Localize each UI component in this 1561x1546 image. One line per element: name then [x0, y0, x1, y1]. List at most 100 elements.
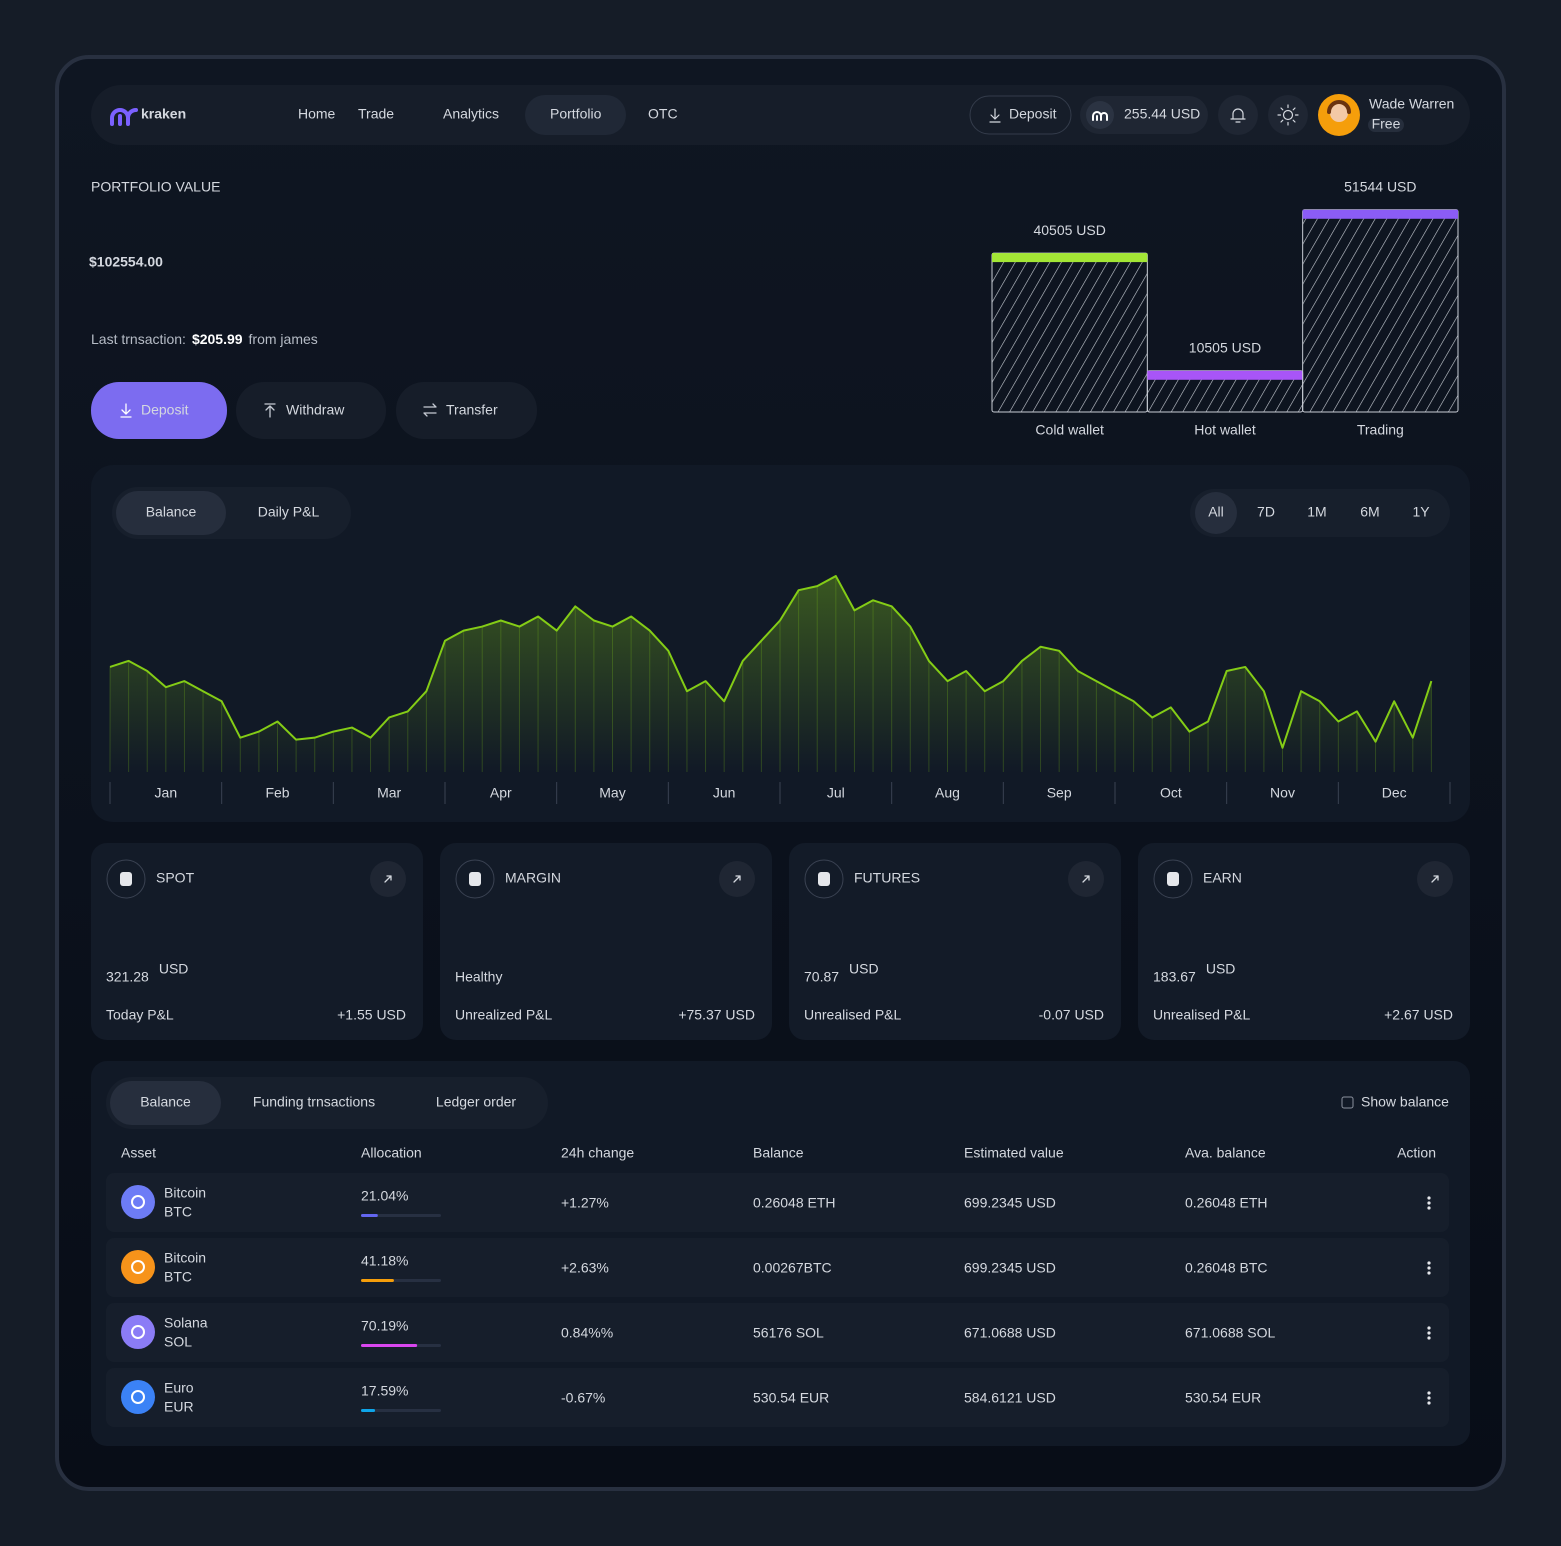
last-transaction-part: Last trnsaction:	[91, 331, 186, 347]
card	[1138, 843, 1470, 1040]
change: 0.84%%	[561, 1325, 613, 1341]
asset-icon-mark	[131, 1390, 145, 1404]
action-dot[interactable]	[1427, 1266, 1431, 1270]
sun-icon	[1282, 109, 1294, 121]
balance-pill[interactable]	[1080, 96, 1208, 134]
tab-active[interactable]	[116, 491, 226, 535]
range-option[interactable]: 6M	[1360, 504, 1379, 520]
nav-link[interactable]: Portfolio	[550, 106, 602, 122]
user-plan: Free	[1372, 116, 1401, 132]
action-dot[interactable]	[1427, 1271, 1431, 1275]
action-button[interactable]	[236, 382, 386, 439]
nav-link[interactable]: OTC	[648, 106, 678, 122]
last-transaction-part: $205.99	[192, 331, 243, 347]
checkbox[interactable]	[1341, 1096, 1354, 1109]
range-option[interactable]: 1M	[1307, 504, 1326, 520]
card-label: Today P&L	[106, 1007, 174, 1023]
action-button[interactable]	[396, 382, 537, 439]
estimated-value: 699.2345 USD	[964, 1195, 1056, 1211]
card-label: Unrealised P&L	[1153, 1007, 1250, 1023]
change: -0.67%	[561, 1390, 605, 1406]
logo: kraken	[141, 106, 186, 122]
range-group	[1190, 489, 1450, 537]
action-dot[interactable]	[1427, 1391, 1431, 1395]
card-label: Unrealized P&L	[455, 1007, 552, 1023]
card	[91, 843, 423, 1040]
nav-deposit: Deposit	[1009, 106, 1057, 122]
card-unit: USD	[159, 961, 189, 977]
card-change: +1.55 USD	[337, 1007, 406, 1023]
card	[789, 843, 1121, 1040]
chart-tab[interactable]: Daily P&L	[258, 504, 320, 520]
table-header: Action	[1397, 1145, 1436, 1161]
show-balance[interactable]: Show balance	[1361, 1094, 1449, 1110]
range-option[interactable]: 7D	[1257, 504, 1275, 520]
table-tab[interactable]: Ledger order	[436, 1094, 517, 1110]
range-option[interactable]: 1Y	[1412, 504, 1430, 520]
action-dot[interactable]	[1427, 1326, 1431, 1330]
nav-link[interactable]: Analytics	[443, 106, 499, 122]
nav-active[interactable]	[525, 95, 626, 135]
x-tick-label: Oct	[1160, 785, 1182, 801]
card	[440, 843, 772, 1040]
change: +2.63%	[561, 1260, 609, 1276]
chart-tab[interactable]: Balance	[146, 504, 197, 520]
action-dot[interactable]	[1427, 1331, 1431, 1335]
wallet-category: Hot wallet	[1194, 422, 1256, 438]
user-name: Wade Warren	[1369, 96, 1454, 112]
button-label[interactable]: Withdraw	[286, 402, 345, 418]
balance: 0.26048 ETH	[753, 1195, 836, 1211]
action-dot[interactable]	[1427, 1196, 1431, 1200]
asset-name: Solana	[164, 1315, 208, 1331]
asset-icon	[121, 1380, 155, 1414]
action-dot[interactable]	[1427, 1201, 1431, 1205]
asset-name: Bitcoin	[164, 1250, 206, 1266]
button-label[interactable]: Transfer	[446, 402, 498, 418]
button-icon	[264, 403, 276, 418]
last-transaction: Last trnsaction: $205.99 from james	[91, 331, 318, 347]
x-tick-label: Jun	[713, 785, 736, 801]
deposit-pill[interactable]	[969, 95, 1072, 135]
range-option[interactable]: All	[1208, 504, 1224, 520]
card-icon	[1167, 872, 1179, 886]
card-unit: USD	[1206, 961, 1236, 977]
balance-line	[109, 575, 1433, 749]
table-tab[interactable]: Funding trnsactions	[253, 1094, 375, 1110]
nav-balance: 255.44 USD	[1124, 106, 1200, 122]
bell-button[interactable]	[1218, 95, 1258, 135]
card-title: FUTURES	[854, 870, 920, 886]
estimated-value: 699.2345 USD	[964, 1260, 1056, 1276]
table-tab-active[interactable]	[110, 1081, 221, 1125]
balance: 530.54 EUR	[753, 1390, 829, 1406]
action-dot[interactable]	[1427, 1206, 1431, 1210]
card-link-icon	[733, 875, 741, 883]
available-balance: 0.26048 BTC	[1185, 1260, 1268, 1276]
asset-name: Bitcoin	[164, 1185, 206, 1201]
table-header: Estimated value	[964, 1145, 1064, 1161]
range-active[interactable]	[1195, 492, 1237, 534]
action-dot[interactable]	[1427, 1401, 1431, 1405]
nav-link[interactable]: Home	[298, 106, 336, 122]
card-icon-bg	[1153, 859, 1193, 899]
asset-icon-mark	[131, 1325, 145, 1339]
theme-button[interactable]	[1268, 95, 1308, 135]
action-button[interactable]	[91, 382, 227, 439]
balance-icon	[1092, 111, 1108, 121]
action-dot[interactable]	[1427, 1261, 1431, 1265]
x-tick-label: Mar	[377, 785, 401, 801]
wallet-value-label: 51544 USD	[1344, 178, 1416, 194]
balance-area	[110, 576, 1432, 772]
wallet-bar-cap	[1147, 370, 1303, 380]
card-value: 70.87	[804, 969, 839, 985]
table-tab[interactable]: Balance	[140, 1094, 191, 1110]
button-label[interactable]: Deposit	[141, 402, 189, 418]
card-value: 183.67	[1153, 969, 1196, 985]
nav-link[interactable]: Trade	[358, 106, 394, 122]
x-tick-label: Jan	[155, 785, 178, 801]
x-tick-label: Apr	[490, 785, 512, 801]
action-dot[interactable]	[1427, 1396, 1431, 1400]
action-dot[interactable]	[1427, 1336, 1431, 1340]
card-label: Unrealised P&L	[804, 1007, 901, 1023]
